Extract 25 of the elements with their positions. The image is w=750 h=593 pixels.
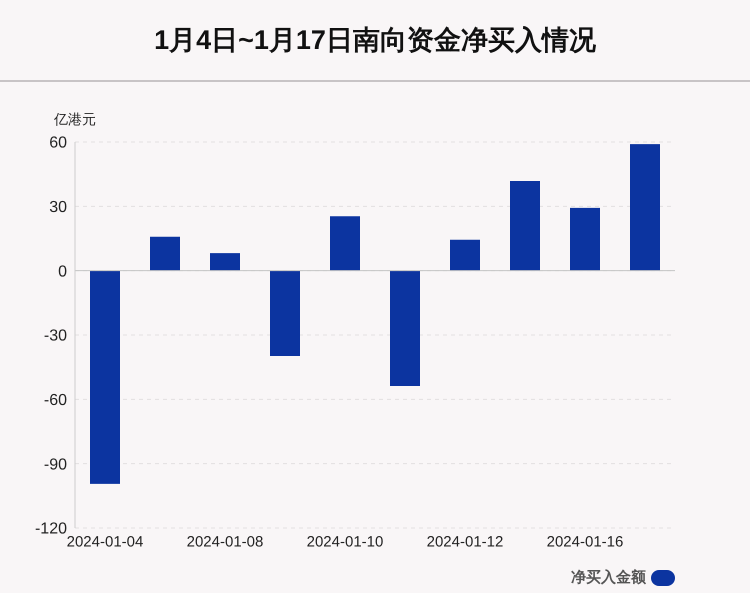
legend-label: 净买入金额 [571,568,647,587]
bar [90,270,120,484]
bar [510,181,540,271]
y-tick-label: -90 [44,456,68,474]
x-tick-label: 2024-01-10 [306,534,384,551]
bar [210,253,240,271]
x-tick-label: 2024-01-16 [546,534,624,551]
bar [330,216,360,271]
y-tick-label: -120 [34,520,68,538]
y-axis-title: 亿港元 [54,111,96,129]
y-tick-label: -60 [44,392,68,410]
y-tick-label: 60 [49,134,68,152]
bar [630,144,660,271]
x-tick-label: 2024-01-04 [66,534,144,551]
x-tick-label: 2024-01-08 [186,534,264,551]
y-tick-label: 0 [58,263,68,280]
x-tick-label: 2024-01-12 [426,534,504,551]
y-tick-label: 30 [49,199,68,216]
y-tick-label: -30 [44,328,68,345]
bar [390,270,420,386]
bar [150,236,180,271]
bar [450,240,480,271]
chart-title: 1月4日~1月17日南向资金净买入情况 [0,0,750,82]
bar [570,208,600,271]
bar [270,270,300,356]
